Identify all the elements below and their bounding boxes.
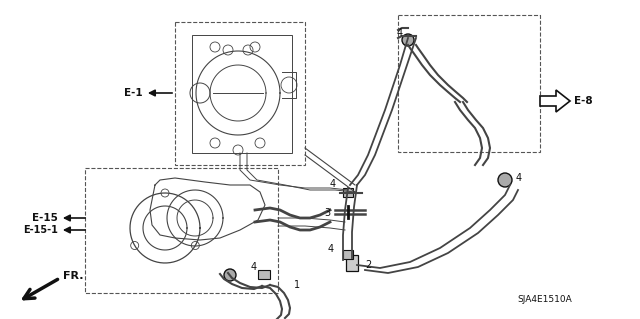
Bar	[175, 22, 305, 165]
Text: FR.: FR.	[63, 271, 83, 281]
Circle shape	[402, 34, 414, 46]
Bar	[343, 250, 353, 259]
Circle shape	[224, 269, 236, 281]
Text: 3: 3	[324, 208, 330, 218]
Text: SJA4E1510A: SJA4E1510A	[518, 295, 572, 305]
Text: 4: 4	[397, 28, 403, 38]
Bar	[258, 270, 270, 279]
Text: E-15-1: E-15-1	[23, 225, 58, 235]
Text: 4: 4	[516, 173, 522, 183]
Circle shape	[498, 173, 512, 187]
Bar	[346, 255, 358, 271]
Text: 1: 1	[294, 280, 300, 290]
Text: E-8: E-8	[574, 96, 593, 106]
Text: 4: 4	[328, 244, 334, 254]
Bar	[343, 188, 353, 197]
Bar	[85, 168, 278, 293]
Bar	[398, 15, 540, 152]
Text: E-15: E-15	[32, 213, 58, 223]
Text: 4: 4	[251, 262, 257, 272]
Text: 2: 2	[365, 260, 371, 270]
Bar	[192, 35, 292, 153]
Text: 4: 4	[330, 179, 336, 189]
Polygon shape	[540, 90, 570, 112]
Text: E-1: E-1	[124, 88, 143, 98]
